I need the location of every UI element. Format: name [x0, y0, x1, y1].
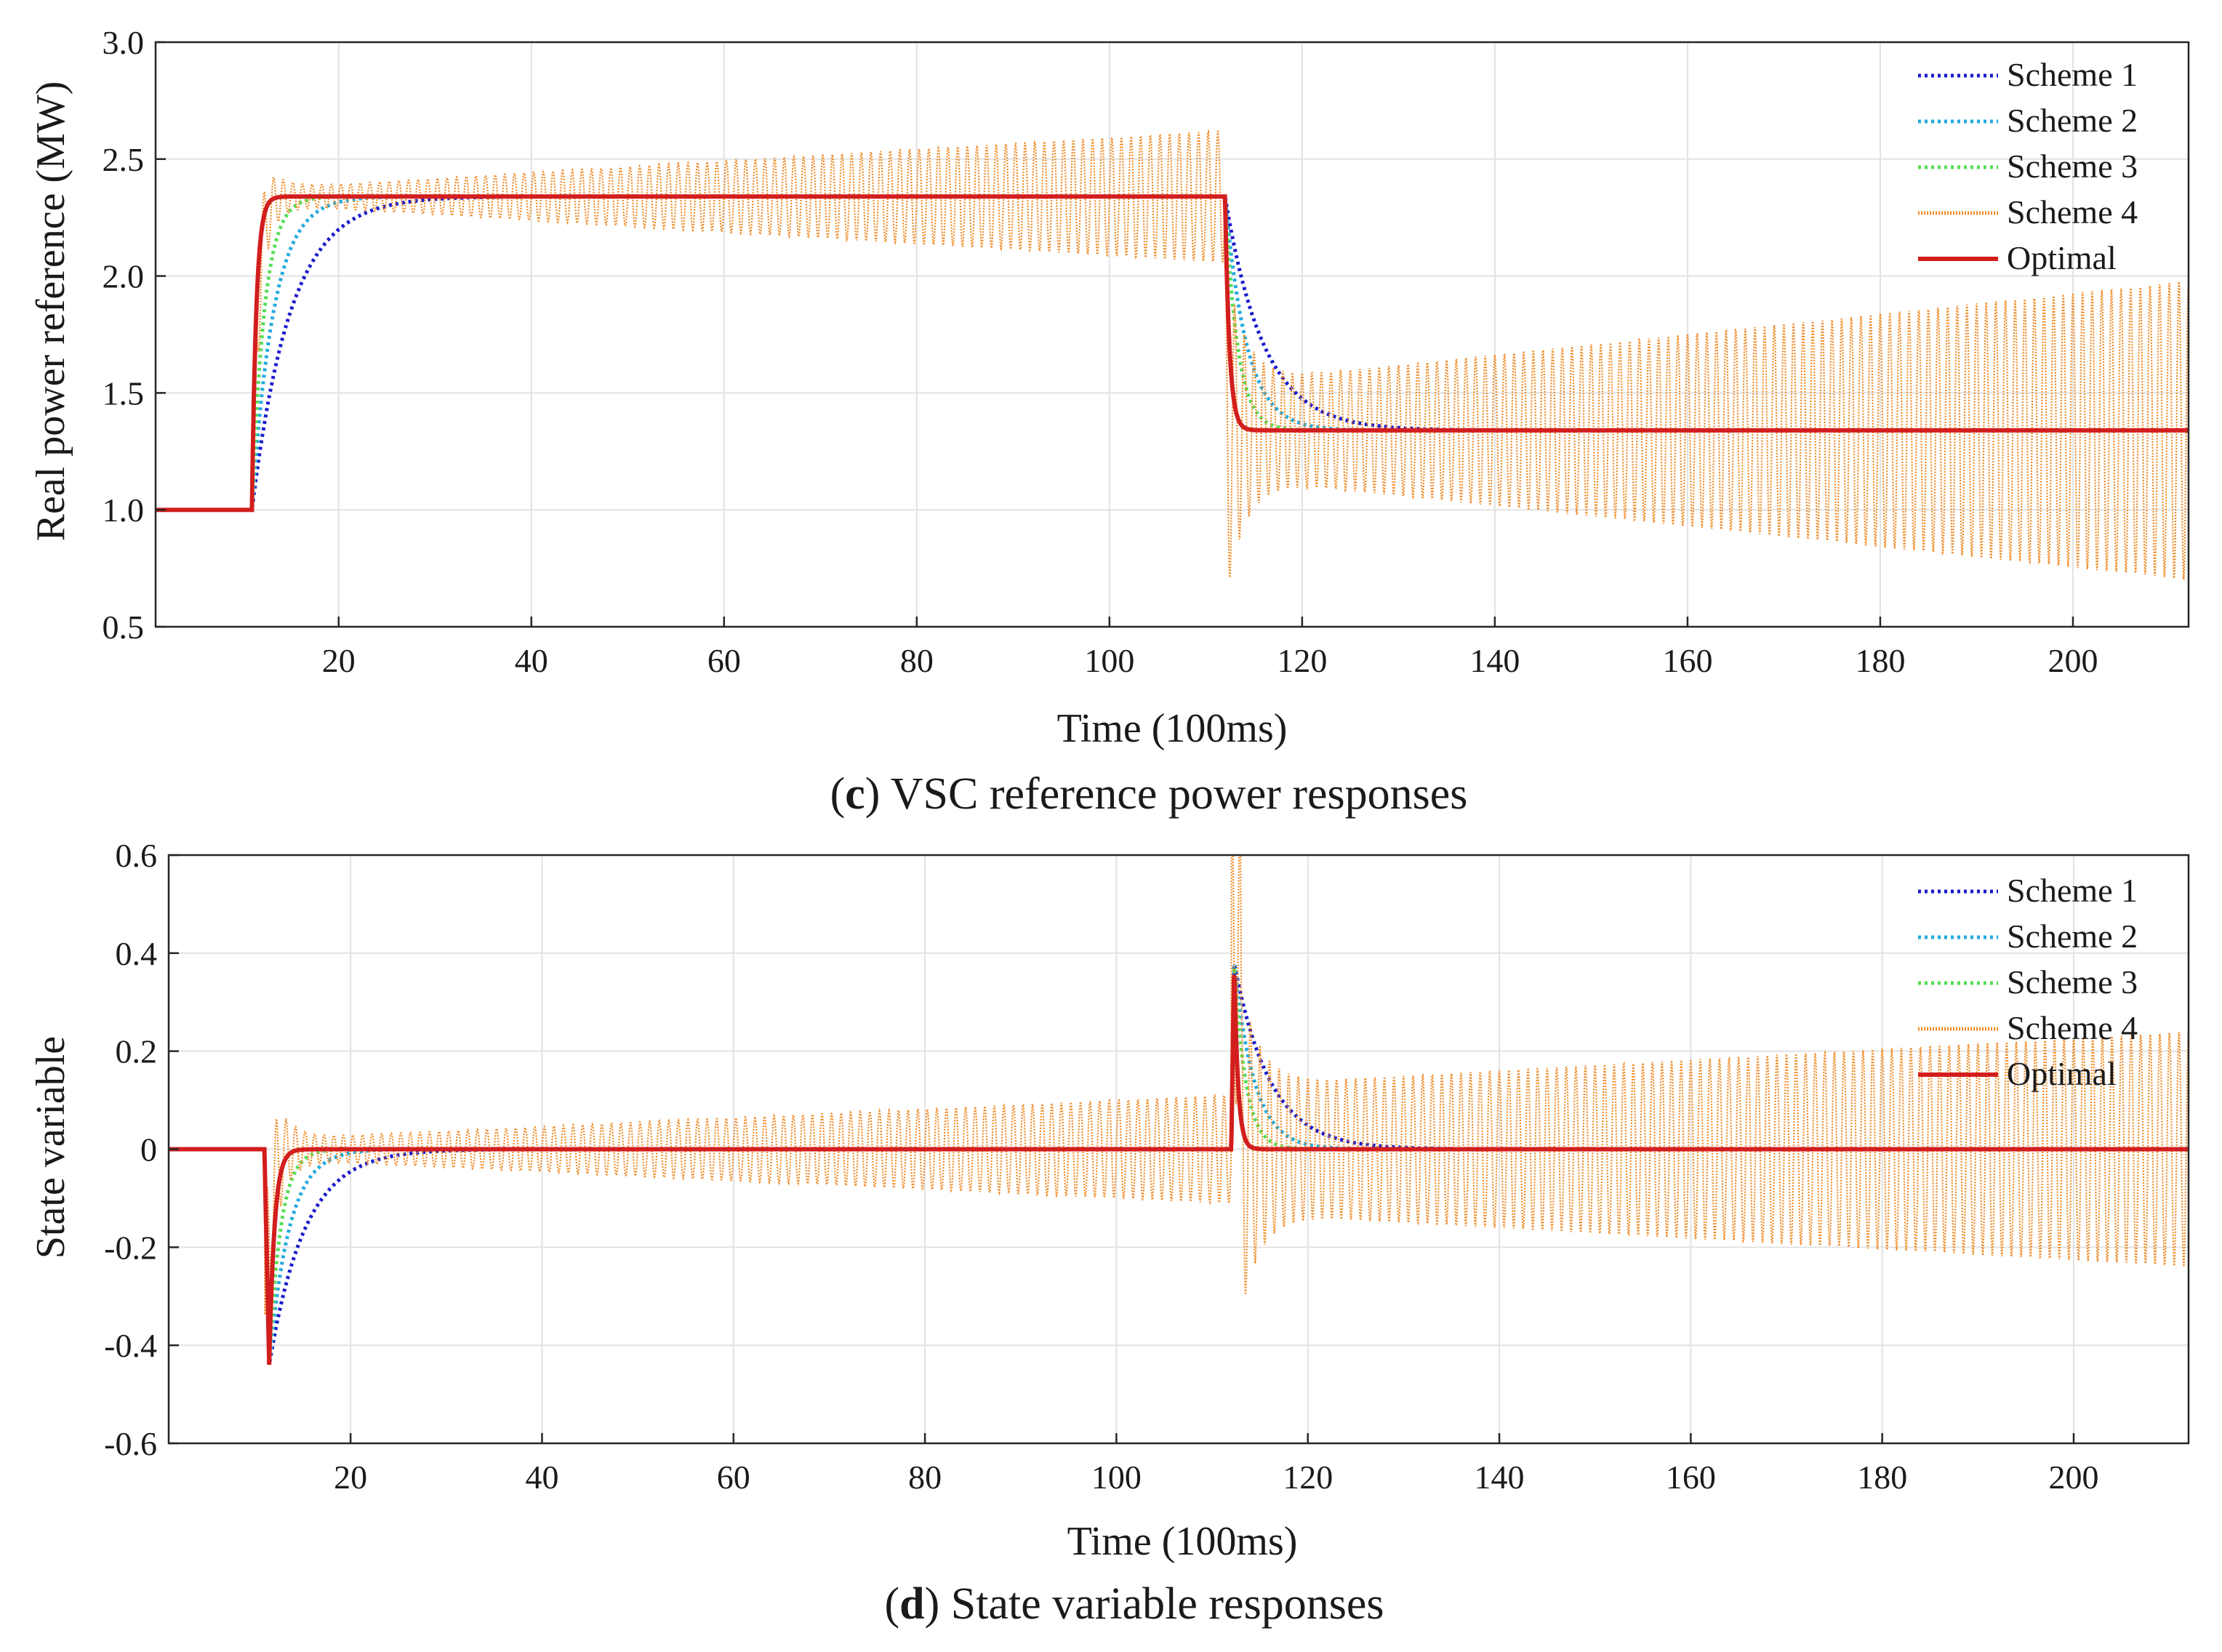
panel-c-ylabel: Real power reference (MW) — [28, 81, 73, 542]
panel-d-xtick-label: 100 — [1091, 1459, 1142, 1496]
panel-c-xtick-label: 160 — [1662, 642, 1712, 679]
panel-c-caption: (c) VSC reference power responses — [830, 769, 1468, 819]
panel-d-state: 20 40 60 80 100 120 140 160 180 200 -0.6 -0.4 -0.2 0 0… — [28, 837, 2190, 1629]
panel-c-xtick-label: 40 — [515, 642, 548, 679]
panel-d-xtick-label: 20 — [334, 1459, 367, 1496]
panel-c-xtick-label: 140 — [1469, 642, 1520, 679]
panel-c-xtick-label: 60 — [707, 642, 741, 679]
panel-d-ytick-label: 0.6 — [116, 837, 158, 874]
panel-d-xlabel: Time (100ms) — [1067, 1519, 1298, 1564]
panel-c-ytick-label: 3.0 — [103, 24, 145, 61]
panel-d-series-scheme-4 — [169, 854, 2190, 1315]
panel-c-legend-label: Scheme 4 — [2007, 193, 2138, 230]
panel-c-legend-label: Scheme 2 — [2007, 102, 2138, 139]
panel-c-series-optimal — [156, 194, 2189, 513]
panel-c-series — [156, 129, 2190, 580]
panel-c-legend-label: Scheme 1 — [2007, 56, 2138, 93]
panel-d-xtick-label: 40 — [525, 1459, 558, 1496]
panel-c-ytick-label: 0.5 — [103, 609, 145, 646]
panel-c-legend-label: Scheme 3 — [2007, 148, 2138, 185]
panel-c-legend-label: Optimal — [2007, 239, 2117, 276]
panel-c-ytick-label: 1.5 — [103, 374, 145, 412]
panel-d-xtick-label: 60 — [717, 1459, 750, 1496]
panel-d-xtick-label: 140 — [1475, 1459, 1525, 1496]
panel-d-xtick-label: 80 — [908, 1459, 942, 1496]
panel-d-series-optimal — [169, 974, 2189, 1366]
panel-c-xtick-label: 100 — [1084, 642, 1134, 679]
panel-d-xtick-label: 160 — [1666, 1459, 1716, 1496]
panel-d-legend-label: Scheme 4 — [2007, 1009, 2138, 1046]
panel-c-ytick-label: 2.5 — [103, 141, 145, 178]
panel-d-ytick-label: 0 — [140, 1131, 157, 1168]
panel-c-series-scheme-2 — [156, 194, 2189, 512]
panel-c-axes-box — [154, 41, 2190, 628]
panel-d-xtick-label: 120 — [1283, 1459, 1333, 1496]
panel-c-legend: Scheme 1 Scheme 2 Scheme 3 Scheme 4 Optimal — [1918, 56, 2138, 276]
panel-c-series-scheme-3 — [156, 194, 2189, 512]
panel-c-frame — [154, 41, 2190, 628]
panel-d-legend-label: Scheme 2 — [2007, 918, 2138, 955]
panel-d-ytick-label: -0.6 — [104, 1425, 157, 1462]
panel-c-xtick-label: 200 — [2047, 642, 2098, 679]
panel-c-ytick-label: 2.0 — [103, 258, 145, 295]
panel-d-ytick-label: -0.4 — [104, 1327, 157, 1364]
panel-d-ytick-label: 0.4 — [116, 935, 158, 972]
panel-c-xlabel: Time (100ms) — [1057, 706, 1288, 751]
panel-d-caption: (d) State variable responses — [885, 1579, 1384, 1629]
panel-c-xtick-label: 180 — [1855, 642, 1905, 679]
panel-c-xtick-label: 20 — [322, 642, 356, 679]
panel-c-grid — [156, 41, 2189, 627]
panel-d-legend-label: Optimal — [2007, 1055, 2117, 1092]
panel-d-ylabel: State variable — [28, 1036, 73, 1259]
panel-c-power: 20 40 60 80 100 120 140 160 180 200 0.5 1.0 1.5 2.0 2.… — [28, 24, 2190, 819]
panel-d-legend-label: Scheme 1 — [2007, 872, 2138, 909]
panel-c-ticks: 20 40 60 80 100 120 140 160 180 200 0.5 1.0 1.5 2.0 2.… — [103, 24, 2098, 679]
panel-d-ytick-label: 0.2 — [116, 1033, 158, 1070]
panel-d-legend-label: Scheme 3 — [2007, 963, 2138, 1001]
panel-d-ticks: 20 40 60 80 100 120 140 160 180 200 -0.6 -0.4 -0.2 0 0… — [104, 837, 2098, 1496]
panel-c-ytick-label: 1.0 — [103, 492, 145, 529]
panel-d-legend: Scheme 1 Scheme 2 Scheme 3 Scheme 4 Optimal — [1918, 872, 2138, 1092]
panel-d-ytick-label: -0.2 — [104, 1229, 157, 1266]
panel-c-series-scheme-1 — [156, 194, 2189, 512]
panel-d-xtick-label: 180 — [1857, 1459, 1907, 1496]
panel-d-xtick-label: 200 — [2049, 1459, 2099, 1496]
panel-c-xtick-label: 80 — [900, 642, 934, 679]
panel-d-series — [169, 854, 2190, 1366]
panel-c-xtick-label: 120 — [1277, 642, 1327, 679]
